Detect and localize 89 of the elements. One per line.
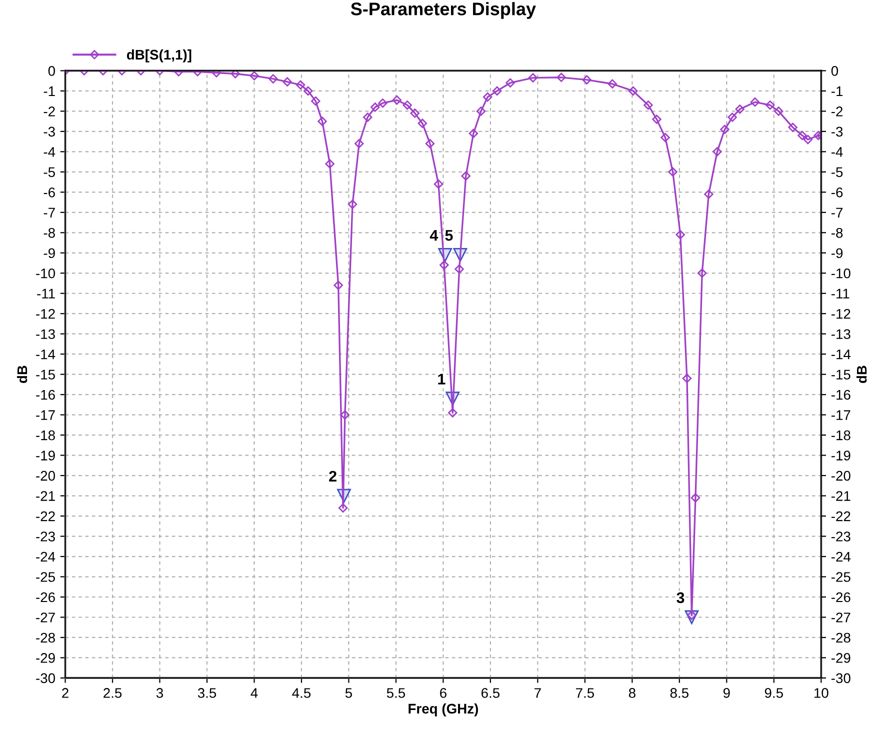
y2-tick-label: -13 — [831, 329, 850, 340]
y2-tick-label: -24 — [831, 552, 851, 562]
x-tick-label: 9.5 — [764, 688, 783, 698]
y2-tick-label: -18 — [831, 430, 850, 440]
y2-tick-label: -19 — [831, 450, 850, 460]
x-tick-label: 3.5 — [198, 688, 216, 698]
x-tick-label: 4 — [250, 688, 258, 698]
y-tick-label: -12 — [36, 308, 55, 319]
y-tick-label: 0 — [48, 66, 56, 76]
y-tick-label: -4 — [44, 147, 56, 157]
y2-tick-label: -3 — [831, 126, 843, 137]
y2-tick-label: -4 — [831, 147, 843, 157]
y2-tick-label: -25 — [831, 572, 850, 582]
legend-label: dB[S(1,1)] — [126, 49, 192, 62]
y-tick-label: -25 — [36, 572, 55, 582]
y2-tick-label: -27 — [831, 612, 850, 622]
y-tick-label: -13 — [36, 329, 55, 340]
x-tick-label: 6.5 — [482, 688, 500, 698]
y2-tick-label: -21 — [831, 491, 850, 501]
x-tick-label: 8 — [628, 688, 636, 698]
y-tick-label: -27 — [36, 612, 55, 622]
y-tick-label: -10 — [36, 268, 56, 278]
annotation: 5 — [445, 230, 453, 241]
annotation: 4 — [430, 230, 438, 241]
y-tick-label: -11 — [37, 288, 55, 298]
x-tick-label: 2 — [62, 688, 68, 698]
annotation: 3 — [676, 592, 684, 604]
y2-tick-label: -12 — [831, 308, 850, 319]
y-tick-label: -21 — [36, 491, 55, 501]
y2-tick-label: -7 — [831, 208, 843, 218]
chart-title: S-Parameters Display — [350, 2, 536, 19]
y-tick-label: -28 — [36, 632, 55, 643]
y-tick-label: -7 — [44, 208, 55, 218]
y2-tick-label: -1 — [831, 86, 843, 96]
annotation: 1 — [438, 374, 446, 384]
y-tick-label: -17 — [36, 410, 55, 420]
y-tick-label: -6 — [44, 188, 55, 198]
y-tick-label: -19 — [36, 450, 55, 460]
y-tick-label: -23 — [36, 532, 55, 542]
x-tick-label: 6 — [440, 688, 446, 698]
y2-tick-label: -10 — [831, 268, 850, 278]
y-tick-label: -5 — [44, 167, 55, 178]
y-tick-label: -22 — [36, 511, 55, 522]
y2-tick-label: -20 — [831, 470, 850, 481]
y2-tick-label: -30 — [831, 673, 850, 684]
x-tick-label: 5 — [345, 688, 352, 698]
x-tick-label: 8.5 — [670, 688, 688, 698]
y2-tick-label: -9 — [831, 248, 843, 258]
y-tick-label: -24 — [36, 552, 56, 562]
x-tick-label: 10 — [814, 688, 828, 698]
y2-tick-label: -16 — [831, 390, 850, 400]
y-tick-label: -3 — [44, 126, 55, 137]
x-tick-label: 5.5 — [386, 688, 406, 698]
y-axis-title: dB — [16, 366, 28, 384]
y2-tick-label: -6 — [831, 188, 843, 198]
y-tick-label: -8 — [44, 228, 55, 238]
y2-tick-label: -23 — [831, 532, 850, 542]
y-tick-label: -26 — [36, 592, 55, 602]
y2-tick-label: -15 — [831, 370, 850, 380]
y-tick-label: -20 — [36, 470, 56, 481]
x-tick-label: 7 — [534, 688, 541, 698]
y2-tick-label: -11 — [831, 288, 850, 298]
x-tick-label: 7.5 — [576, 688, 594, 698]
x-axis-title: Freq (GHz) — [408, 703, 478, 716]
y2-axis-title: dB — [856, 366, 867, 384]
y-tick-label: -15 — [36, 370, 55, 380]
x-tick-label: 2.5 — [104, 688, 122, 698]
y2-tick-label: -17 — [831, 410, 850, 420]
y2-tick-label: 0 — [831, 66, 838, 76]
annotation: 2 — [329, 470, 336, 482]
y2-tick-label: -2 — [831, 106, 843, 116]
y-tick-label: -29 — [36, 653, 55, 663]
y2-tick-label: -8 — [831, 228, 843, 238]
y2-tick-label: -22 — [831, 511, 850, 522]
x-tick-label: 3 — [156, 688, 164, 698]
y-tick-label: -9 — [44, 248, 55, 258]
y2-tick-label: -5 — [831, 167, 843, 178]
y2-tick-label: -14 — [831, 350, 851, 360]
x-tick-label: 9 — [723, 688, 730, 698]
y2-tick-label: -28 — [831, 632, 850, 643]
y-tick-label: -16 — [36, 390, 55, 400]
y-tick-label: -14 — [36, 350, 56, 360]
y-tick-label: -2 — [44, 106, 55, 116]
y-tick-label: -18 — [36, 430, 55, 440]
y2-tick-label: -29 — [831, 653, 850, 663]
x-tick-label: 4.5 — [292, 688, 311, 698]
y2-tick-label: -26 — [831, 592, 850, 602]
y-tick-label: -30 — [36, 673, 56, 684]
y-tick-label: -1 — [44, 86, 55, 96]
